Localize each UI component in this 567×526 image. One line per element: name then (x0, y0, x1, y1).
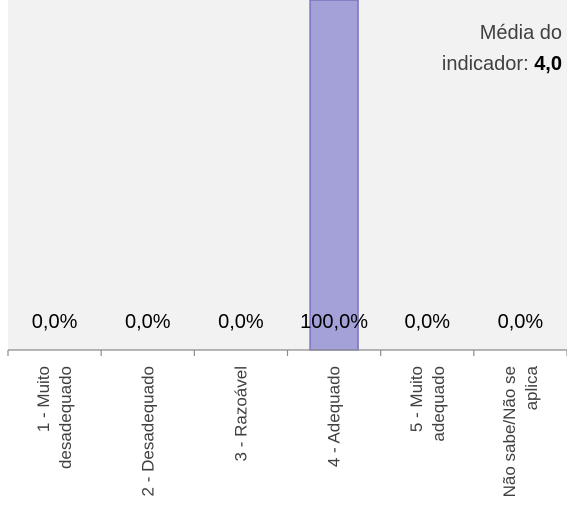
mean-annotation-prefix: indicador: (441, 53, 535, 75)
data-label-3: 0,0% (218, 311, 264, 333)
mean-annotation-line2: indicador: 4,0 (360, 49, 562, 80)
category-label-5: 5 - Muito adequado (407, 366, 448, 442)
category-label-5-line-1: 5 - Muito (407, 366, 426, 432)
mean-value: 4,0 (534, 53, 562, 75)
bar-4 (309, 0, 359, 351)
category-label-6-line-1: Não sabe/Não se (500, 366, 519, 497)
data-label-2: 0,0% (125, 311, 171, 333)
category-label-3: 3 - Razoável (231, 366, 250, 461)
category-label-6: Não sabe/Não se aplica (500, 365, 541, 497)
mean-annotation: Média do indicador: 4,0 (360, 18, 562, 80)
category-label-5-line-2: adequado (429, 366, 448, 442)
mean-annotation-line1: Média do (479, 22, 562, 44)
category-label-4-line-1: 4 - Adequado (325, 366, 344, 467)
category-label-6-line-2: aplica (522, 365, 541, 410)
data-label-5: 0,0% (404, 311, 450, 333)
category-label-1-line-2: desadequado (56, 366, 75, 469)
category-label-3-line-1: 3 - Razoável (231, 366, 250, 461)
data-label-1: 0,0% (32, 311, 78, 333)
category-label-1: 1 - Muito desadequado (34, 366, 75, 469)
category-label-4: 4 - Adequado (325, 366, 344, 467)
category-label-2: 2 - Desadequado (138, 366, 157, 496)
category-label-2-line-1: 2 - Desadequado (138, 366, 157, 496)
category-label-1-line-1: 1 - Muito (34, 366, 53, 432)
plot-area (8, 0, 567, 350)
data-label-6: 0,0% (498, 311, 544, 333)
data-label-4: 100,0% (300, 311, 368, 333)
